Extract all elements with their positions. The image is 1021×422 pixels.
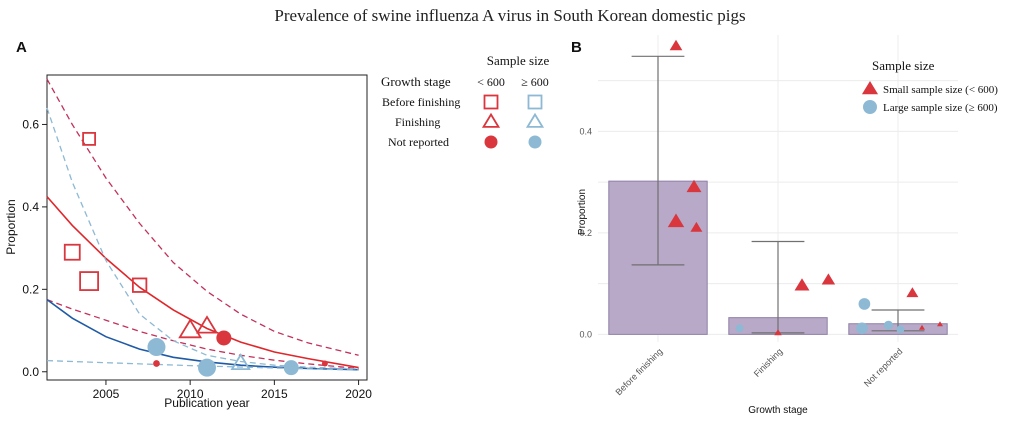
- point-b-2: [667, 213, 685, 228]
- panel-b-points: [667, 39, 943, 336]
- panel-a-legend-small-header: < 600: [477, 75, 505, 89]
- point-b-8: [906, 287, 919, 298]
- point-a-7: [216, 330, 232, 346]
- panel-b-legend-label-small: Small sample size (< 600): [883, 84, 998, 96]
- curve-ci-small-upper: [46, 78, 359, 356]
- y-tick-label-0.6: 0.6: [22, 117, 39, 131]
- point-a-13: [230, 353, 251, 371]
- panel-a-x-axis-label: Publication year: [164, 396, 249, 410]
- b-x-tick-label-finishing: Finishing: [752, 346, 785, 379]
- panel-b-legend-symbols: [861, 80, 879, 114]
- point-b-10: [919, 324, 925, 330]
- legend-a-large-before-finishing: [527, 94, 543, 110]
- panel-a-x-ticks: 2005 2010 2015 2020: [93, 380, 372, 401]
- point-b-3: [690, 221, 703, 232]
- panel-a-y-axis-label: Proportion: [4, 199, 18, 254]
- point-a-12: [283, 360, 299, 376]
- x-tick-label-2010: 2010: [177, 387, 204, 401]
- legend-a-small-finishing: [481, 112, 501, 128]
- point-b-5: [821, 273, 836, 285]
- point-a-9: [321, 360, 328, 367]
- point-a-0: [63, 243, 81, 261]
- point-b-14: [896, 325, 905, 334]
- x-tick-label-2015: 2015: [261, 387, 288, 401]
- point-b-13: [883, 320, 893, 330]
- legend-a-small-not-reported: [484, 135, 498, 149]
- x-tick-label-2005: 2005: [93, 387, 120, 401]
- figure-title: Prevalence of swine influenza A virus in…: [274, 6, 745, 25]
- legend-a-large-finishing: [525, 112, 545, 128]
- panel-a-label: A: [16, 39, 27, 56]
- b-y-tick-label-0.0: 0.0: [579, 329, 592, 339]
- point-b-9: [937, 321, 943, 327]
- point-b-4: [794, 278, 810, 291]
- panel-a: A 2005 2010 2015 2020 0.0 0.2 0.4 0.6 Publicat…: [4, 39, 549, 410]
- y-tick-label-0.2: 0.2: [22, 282, 39, 296]
- panel-a-legend-label-not-reported: Not reported: [388, 135, 449, 149]
- b-x-tick-label-not-reported: Not reported: [862, 346, 904, 388]
- panel-a-legend-label-before-finishing: Before finishing: [382, 95, 460, 109]
- panel-b-legend-title: Sample size: [872, 58, 935, 73]
- point-a-11: [198, 358, 216, 377]
- panel-b: B 0.0 0.2 0.4 Before finishing Finishing Not…: [571, 35, 998, 416]
- point-a-1: [82, 131, 97, 146]
- panel-a-frame: [46, 74, 368, 381]
- curve-ci-large-lower: [46, 359, 359, 371]
- b-x-tick-label-before-finishing: Before finishing: [613, 346, 664, 397]
- point-a-5: [195, 315, 219, 334]
- panel-a-legend-title: Sample size: [487, 53, 550, 68]
- b-y-tick-label-0.2: 0.2: [579, 228, 592, 238]
- panel-b-y-ticks: 0.0 0.2 0.4: [579, 126, 592, 339]
- panel-b-label: B: [571, 39, 582, 56]
- legend-a-large-not-reported: [528, 135, 542, 149]
- panel-a-legend-label-finishing: Finishing: [395, 115, 440, 129]
- panel-b-x-ticks: Before finishing Finishing Not reported: [613, 346, 904, 397]
- legend-a-small-before-finishing: [483, 94, 499, 110]
- point-a-3: [131, 277, 148, 293]
- panel-b-legend: Sample size Small sample size (< 600) La…: [861, 58, 998, 114]
- b-y-tick-label-0.4: 0.4: [579, 126, 592, 136]
- point-b-1: [686, 179, 702, 193]
- panel-b-x-axis-label: Growth stage: [748, 405, 808, 416]
- legend-b-large-circle: [863, 100, 877, 114]
- panel-b-legend-label-large: Large sample size (≥ 600): [883, 102, 998, 114]
- y-tick-label-0.0: 0.0: [22, 365, 39, 379]
- curve-ci-small-lower: [46, 298, 359, 370]
- panel-a-legend-large-header: ≥ 600: [521, 75, 549, 89]
- panel-a-y-ticks: 0.0 0.2 0.4 0.6: [22, 117, 47, 379]
- point-b-11: [858, 298, 871, 310]
- panel-b-y-axis-label: Proportion: [577, 189, 588, 235]
- point-b-6: [774, 329, 782, 336]
- point-a-2: [79, 271, 100, 291]
- error-bar-before-finishing: [631, 55, 685, 266]
- y-tick-label-0.4: 0.4: [22, 200, 39, 214]
- legend-b-small-triangle: [861, 80, 879, 95]
- curve-fit-small: [46, 196, 359, 369]
- x-tick-label-2020: 2020: [345, 387, 372, 401]
- point-b-12: [856, 322, 868, 335]
- point-a-4: [178, 318, 203, 339]
- panel-a-curves: [46, 78, 359, 371]
- point-a-8: [153, 360, 160, 367]
- point-a-10: [147, 338, 166, 357]
- panel-a-legend-symbols: [481, 94, 545, 149]
- panel-a-legend-stage-header: Growth stage: [381, 74, 451, 89]
- panel-a-points: [63, 131, 328, 377]
- panel-a-legend: Sample size Growth stage < 600 ≥ 600 Bef…: [381, 53, 549, 149]
- point-b-7: [735, 324, 744, 333]
- point-b-0: [669, 39, 683, 51]
